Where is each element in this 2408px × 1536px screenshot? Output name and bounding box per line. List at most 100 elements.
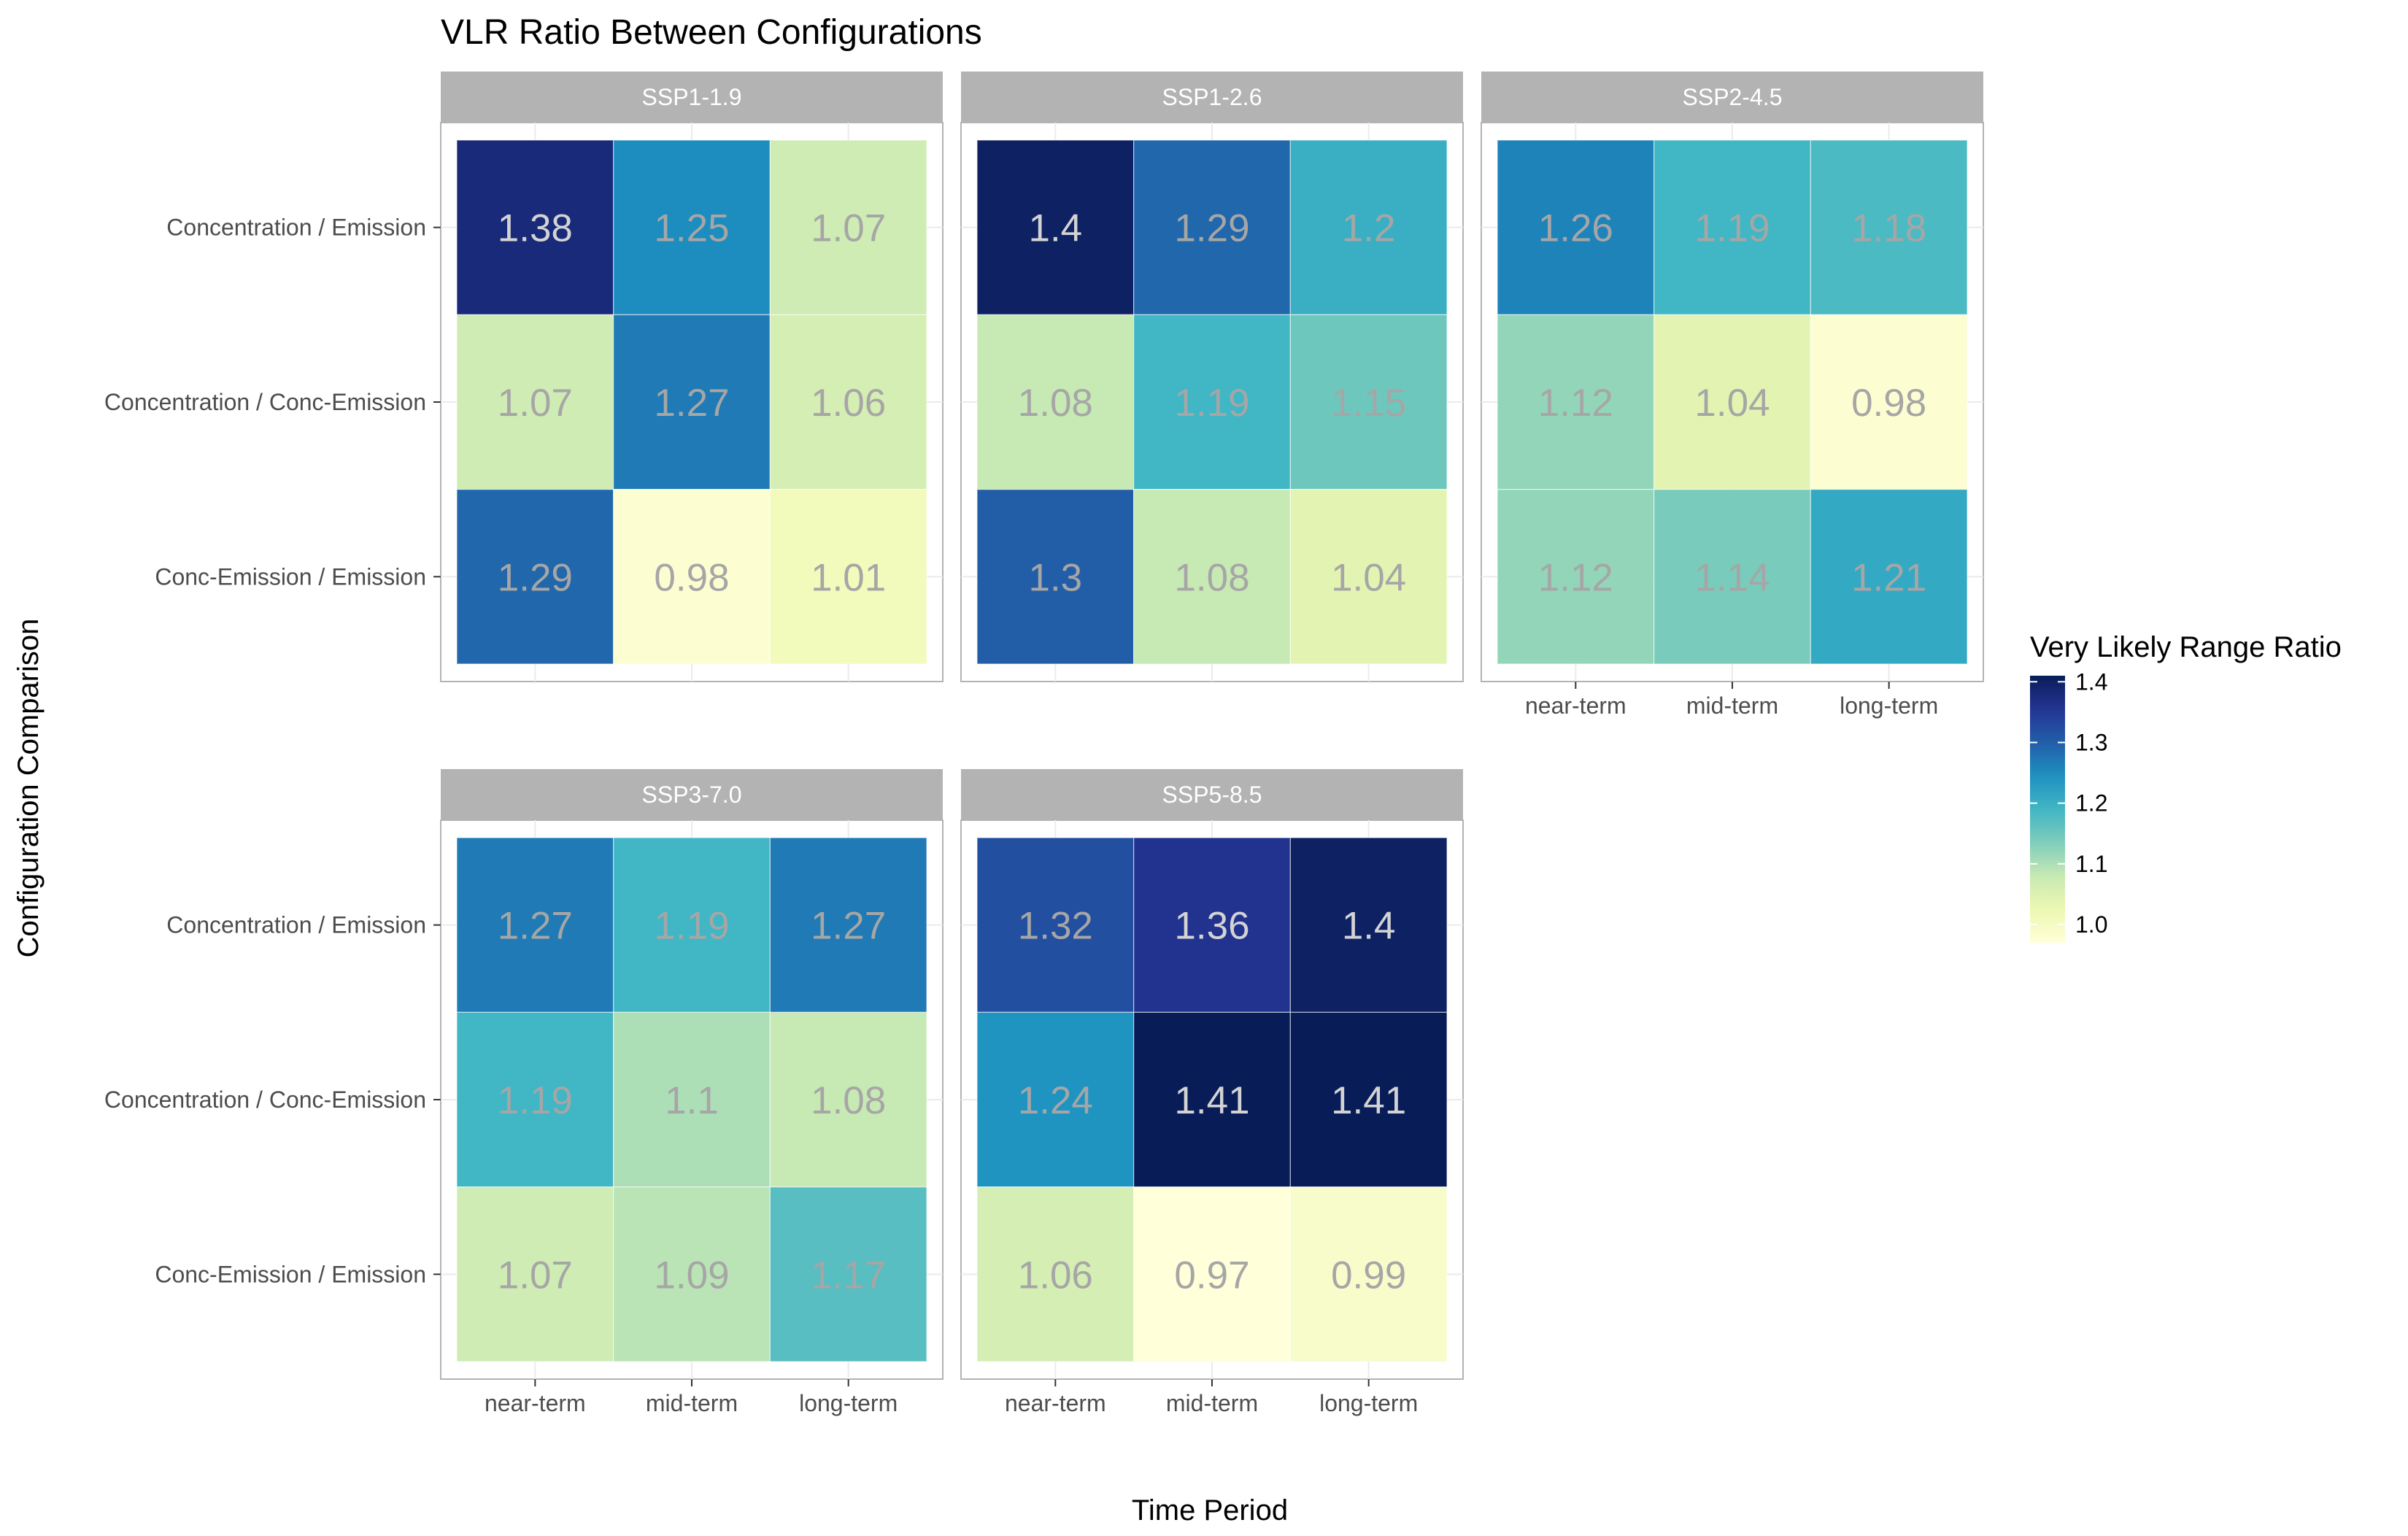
heatmap-cell: [456, 1011, 614, 1188]
cell-value-label: 0.98: [654, 556, 729, 599]
heatmap-cell: [613, 314, 771, 490]
cell-value-label: 0.98: [1851, 382, 1926, 425]
heatmap-cell: [976, 1186, 1135, 1362]
heatmap-cell: [613, 1186, 771, 1362]
heatmap-cell: [1133, 1186, 1291, 1362]
legend-tick-label: 1.1: [2075, 851, 2107, 877]
cell-value-label: 1.08: [811, 1079, 886, 1122]
heatmap-cell: [1289, 489, 1448, 665]
heatmap-cell: [1289, 139, 1448, 315]
heatmap-cell: [1497, 139, 1655, 315]
heatmap-cell: [613, 837, 771, 1013]
cell-value-label: 1.18: [1851, 207, 1926, 250]
facet-strip-label: SSP5-8.5: [1162, 781, 1262, 808]
cell-value-label: 1.08: [1018, 382, 1093, 425]
cell-value-label: 1.29: [498, 556, 573, 599]
heatmap-cell: [456, 489, 614, 665]
facet-strip-label: SSP3-7.0: [642, 781, 742, 808]
y-tick-label: Concentration / Emission: [166, 215, 426, 241]
cell-value-label: 1.32: [1018, 905, 1093, 948]
cell-value-label: 1.36: [1174, 905, 1249, 948]
heatmap-cell: [769, 837, 927, 1013]
cell-value-label: 1.06: [811, 382, 886, 425]
heatmap-cell: [613, 1011, 771, 1188]
cell-value-label: 1.19: [498, 1079, 573, 1122]
heatmap-cell: [1133, 489, 1291, 665]
heatmap-cell: [1653, 314, 1811, 490]
cell-value-label: 0.97: [1174, 1254, 1249, 1297]
x-tick-label: mid-term: [646, 1390, 738, 1416]
facet-strip-label: SSP2-4.5: [1683, 84, 1783, 110]
heatmap-cell: [1133, 139, 1291, 315]
heatmap-cell: [1497, 489, 1655, 665]
facet-panel-ssp3-7-0: SSP3-7.0 1.27 1.19 1.27 1.19 1.1 1.08 1.07 1.09 1…: [104, 769, 943, 1416]
y-tick-label: Concentration / Emission: [166, 912, 426, 938]
cell-value-label: 1.1: [665, 1079, 719, 1122]
cell-value-label: 1.17: [811, 1254, 886, 1297]
cell-value-label: 1.07: [498, 1254, 573, 1297]
legend-tick-label: 1.3: [2075, 730, 2107, 756]
heatmap-cell: [976, 139, 1135, 315]
cell-value-label: 1.26: [1538, 207, 1613, 250]
cell-value-label: 1.4: [1342, 905, 1396, 948]
x-tick-label: near-term: [1525, 692, 1626, 719]
y-tick-label: Concentration / Conc-Emission: [104, 389, 426, 415]
cell-value-label: 1.01: [811, 556, 886, 599]
heatmap-cell: [1810, 489, 1968, 665]
heatmap-cell: [976, 489, 1135, 665]
x-tick-label: near-term: [485, 1390, 586, 1416]
cell-value-label: 1.07: [811, 207, 886, 250]
cell-value-label: 1.27: [654, 382, 729, 425]
cell-value-label: 1.07: [498, 382, 573, 425]
cell-value-label: 1.21: [1851, 556, 1926, 599]
x-axis-label: Time Period: [1132, 1494, 1288, 1527]
cell-value-label: 1.27: [498, 905, 573, 948]
heatmap-cell: [1289, 314, 1448, 490]
cell-value-label: 1.27: [811, 905, 886, 948]
x-tick-label: mid-term: [1166, 1390, 1258, 1416]
cell-value-label: 1.19: [1694, 207, 1770, 250]
cell-value-label: 1.38: [498, 207, 573, 250]
cell-value-label: 1.14: [1694, 556, 1770, 599]
facet-strip: [441, 769, 943, 820]
cell-value-label: 1.24: [1018, 1079, 1093, 1122]
y-tick-label: Conc-Emission / Emission: [155, 563, 426, 590]
facet-strip: [441, 72, 943, 123]
facet-panel-ssp5-8-5: SSP5-8.5 1.32 1.36 1.4 1.24 1.41 1.41 1.06 0.97 0…: [960, 769, 1464, 1416]
cell-value-label: 1.15: [1331, 382, 1406, 425]
cell-value-label: 1.04: [1331, 556, 1406, 599]
cell-value-label: 1.2: [1342, 207, 1396, 250]
heatmap-cell: [769, 489, 927, 665]
x-tick-label: long-term: [1319, 1390, 1418, 1416]
heatmap-cell: [1133, 837, 1291, 1013]
heatmap-cell: [1289, 837, 1448, 1013]
heatmap-cell: [1133, 1011, 1291, 1188]
facet-strip-label: SSP1-2.6: [1162, 84, 1262, 110]
legend-tick-label: 1.0: [2075, 911, 2107, 938]
legend-tick-label: 1.4: [2075, 668, 2107, 695]
heatmap-cell: [769, 314, 927, 490]
facet-strip: [1481, 72, 1983, 123]
cell-value-label: 1.12: [1538, 382, 1613, 425]
cell-value-label: 0.99: [1331, 1254, 1406, 1297]
cell-value-label: 1.4: [1028, 207, 1082, 250]
heatmap-cell: [976, 314, 1135, 490]
facet-panel-ssp1-2-6: SSP1-2.6 1.4 1.29 1.2 1.08 1.19 1.15 1.3 1.08 1.0…: [960, 72, 1464, 682]
cell-value-label: 1.06: [1018, 1254, 1093, 1297]
legend-title: Very Likely Range Ratio: [2030, 631, 2342, 663]
facet-strip: [961, 769, 1463, 820]
heatmap-cell: [1653, 489, 1811, 665]
facet-strip-label: SSP1-1.9: [642, 84, 742, 110]
heatmap-cell: [1810, 314, 1968, 490]
heatmap-cell: [456, 837, 614, 1013]
facet-panel-ssp1-1-9: SSP1-1.9 1.38 1.25 1.07 1.07 1.27 1.06 1.29 0.98…: [104, 72, 943, 682]
heatmap-cell: [1653, 139, 1811, 315]
heatmap-cell: [976, 837, 1135, 1013]
cell-value-label: 1.25: [654, 207, 729, 250]
heatmap-cell: [1810, 139, 1968, 315]
cell-value-label: 1.29: [1174, 207, 1249, 250]
chart-title: VLR Ratio Between Configurations: [441, 13, 982, 52]
heatmap-cell: [769, 1011, 927, 1188]
